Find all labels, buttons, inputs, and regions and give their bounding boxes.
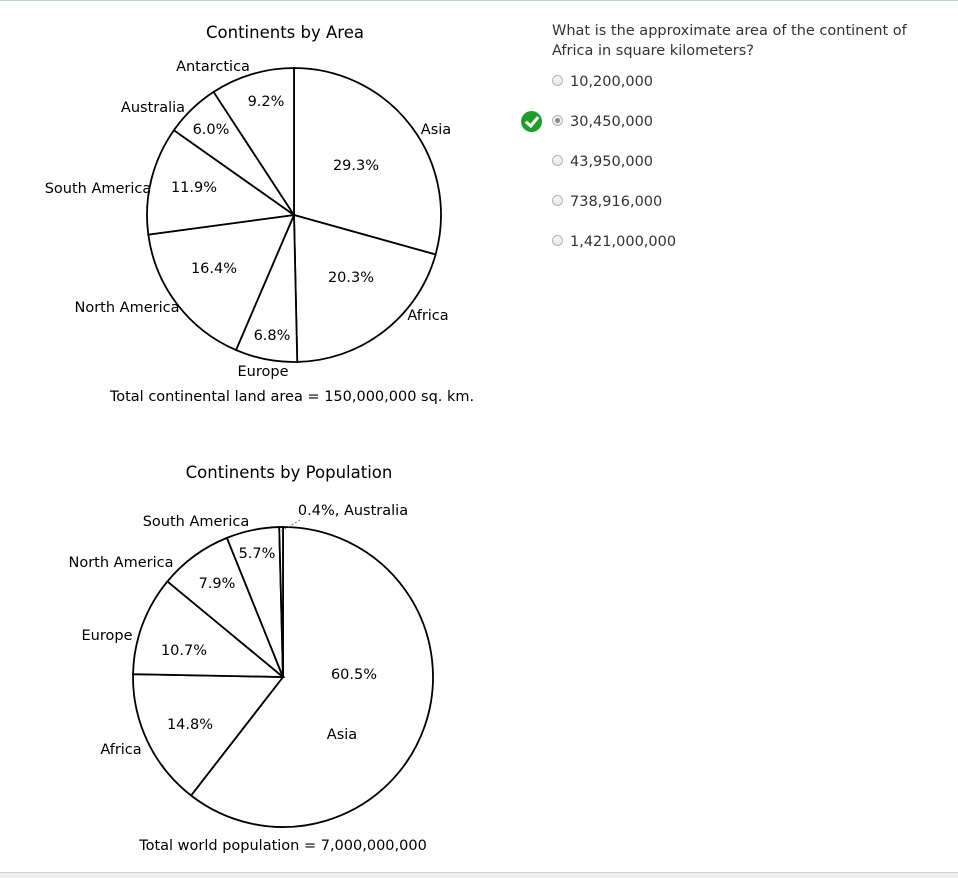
pie-slice-asia [293,67,442,256]
radio-button[interactable] [552,235,563,246]
slice-name-south-america: South America [143,514,250,530]
slice-value-africa: 14.8% [167,717,213,733]
radio-button[interactable] [552,195,563,206]
option-label: 10,200,000 [570,74,654,90]
slice-value-north-america: 7.9% [199,576,236,592]
radio-button[interactable] [552,155,563,166]
bottom-border [0,872,958,878]
slice-value-asia: 29.3% [333,158,379,174]
question-text: What is the approximate area of the cont… [552,23,907,59]
slice-value-south-america: 11.9% [171,180,217,196]
slice-value-africa: 20.3% [328,270,374,286]
slice-value-north-america: 16.4% [191,261,237,277]
pie-slice-australia [278,526,284,678]
top-border [0,0,958,1]
pie-slice-europe [132,580,286,678]
slice-name-africa: Africa [407,308,448,324]
radio-button[interactable] [552,75,563,86]
slice-value-antarctica: 9.2% [248,94,285,110]
slice-name-europe: Europe [82,628,133,644]
chart-caption: Total world population = 7,000,000,000 [138,838,427,854]
pie-slice-south-america [146,128,297,236]
slice-name-australia: Australia [121,100,185,116]
slice-name-north-america: North America [75,300,180,316]
slice-value-australia: 0.4%, Australia [298,503,408,519]
slice-value-europe: 10.7% [161,643,207,659]
slice-value-south-america: 5.7% [239,546,276,562]
pie-slice-africa [293,213,437,363]
chart-title: Continents by Population [186,463,393,482]
chart-title: Continents by Area [206,23,364,42]
slice-name-asia: Asia [327,727,357,743]
pie-slice-asia [189,526,434,828]
radio-button[interactable] [552,115,563,126]
option-label: 1,421,000,000 [570,234,677,250]
slice-value-australia: 6.0% [193,122,230,138]
checkmark-icon [521,111,542,132]
slice-value-asia: 60.5% [331,667,377,683]
option-label: 30,450,000 [570,114,654,130]
slice-name-north-america: North America [69,555,174,571]
slice-name-asia: Asia [421,122,451,138]
slice-name-africa: Africa [100,742,141,758]
slice-name-europe: Europe [238,364,289,380]
pie-slice-antarctica [212,67,295,219]
slice-name-antarctica: Antarctica [176,59,250,75]
slice-value-europe: 6.8% [254,328,291,344]
slice-name-south-america: South America [45,181,152,197]
option-label: 738,916,000 [570,194,663,210]
pie-slice-north-america [147,213,296,352]
area-pie-chart: Continents by Area Asia 29.3% Africa 20.3% E… [45,23,474,405]
population-pie-chart: Continents by Population Asia 60.5% Africa… [69,463,434,854]
option-label: 43,950,000 [570,154,654,170]
chart-caption: Total continental land area = 150,000,00… [109,389,474,405]
pie-slice-africa [132,673,285,797]
